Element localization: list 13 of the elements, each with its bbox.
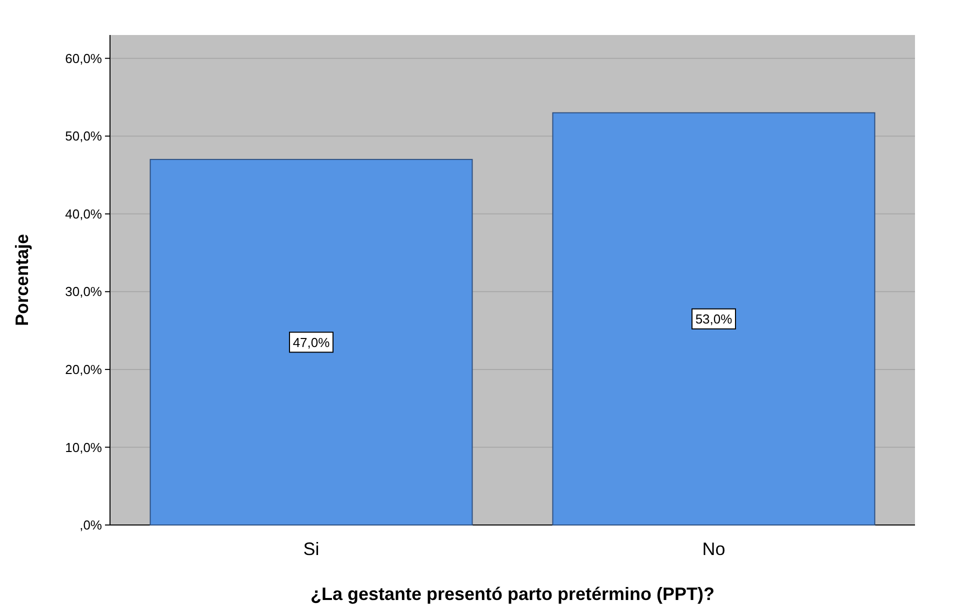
y-tick-label: 40,0% [65,206,102,222]
data-label: 47,0% [292,334,330,350]
y-tick-label: 50,0% [65,128,102,144]
y-axis-title: Porcentaje [12,234,32,326]
x-tick-label: Si [303,539,320,559]
y-tick-label: 60,0% [65,50,102,66]
x-axis-title: ¿La gestante presentó parto pretérmino (PPT)? [310,584,715,604]
y-tick-label: 10,0% [65,440,102,455]
data-label: 53,0% [695,311,733,326]
y-tick-label: ,0% [80,518,102,533]
y-tick-label: 30,0% [65,284,102,300]
y-tick-label: 20,0% [65,362,102,377]
x-tick-label: No [702,539,726,559]
